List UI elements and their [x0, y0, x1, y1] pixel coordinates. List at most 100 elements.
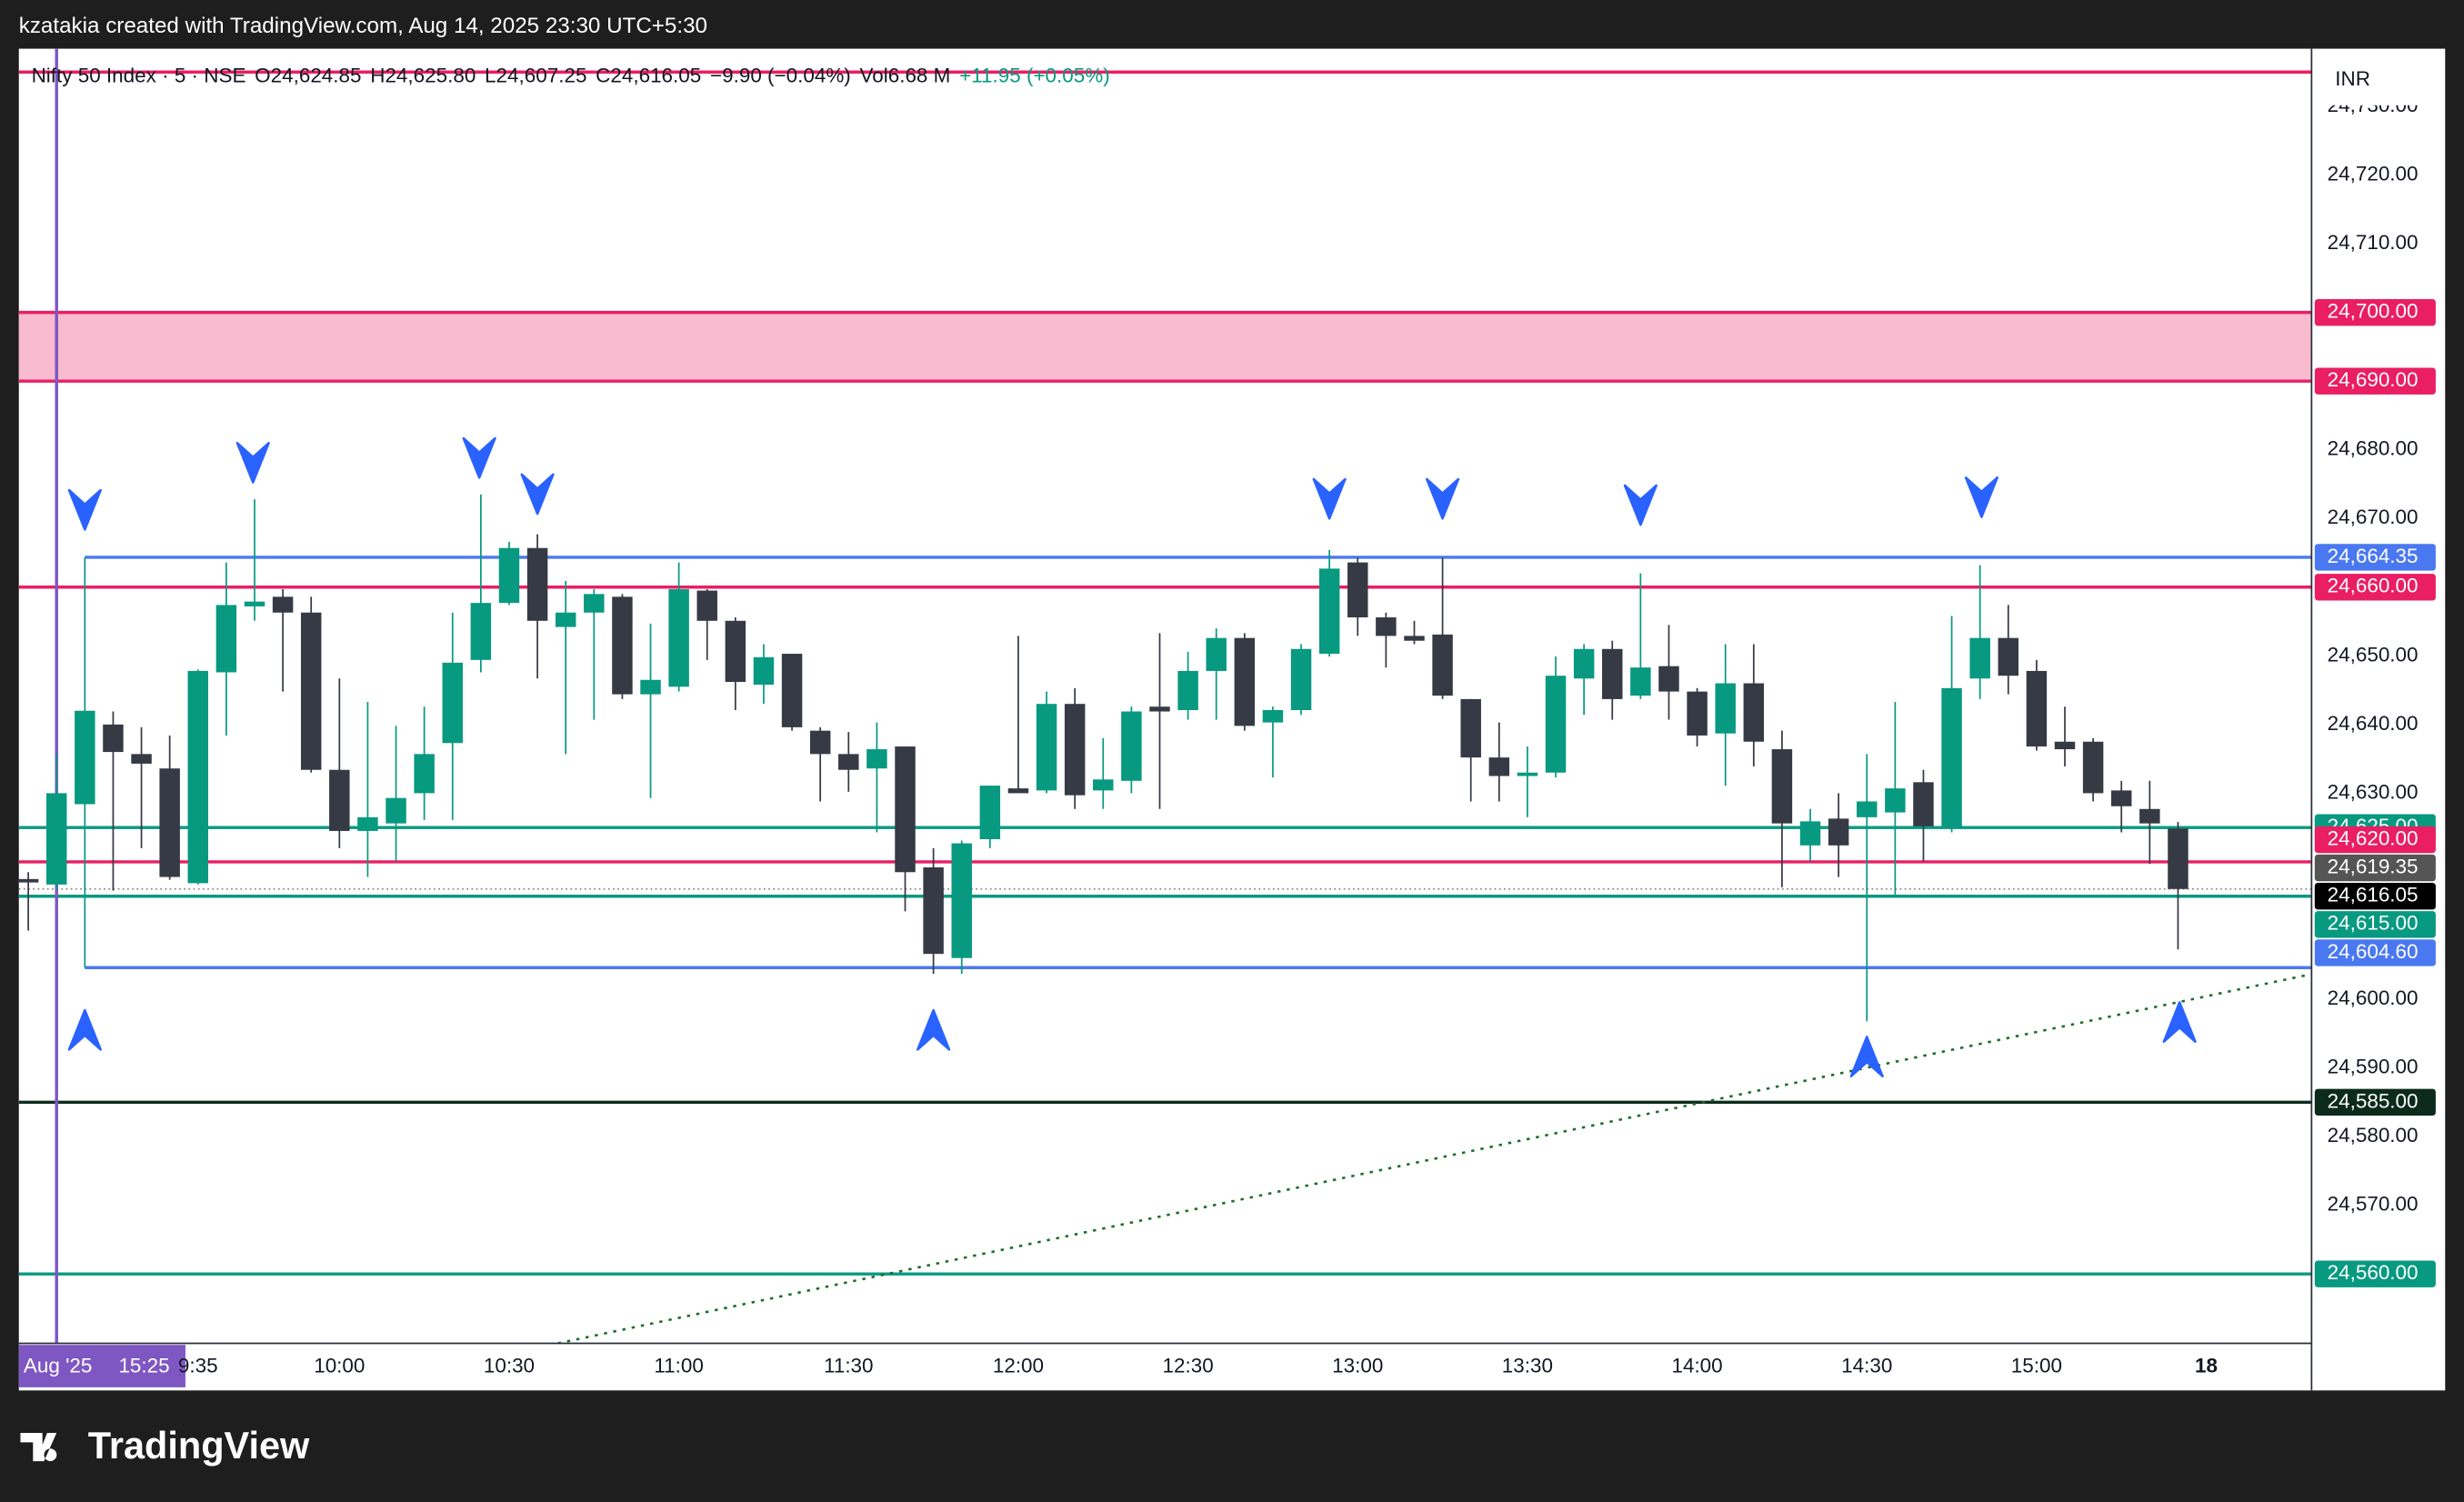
candle-body — [1715, 683, 1736, 734]
price-tag-label: 24,664.35 — [2328, 545, 2419, 567]
candle-body — [2110, 790, 2132, 806]
price-tag — [2314, 1088, 2436, 1116]
candle-body — [1799, 821, 1821, 846]
candle-body — [1262, 710, 1284, 723]
overlay: INR — [2314, 55, 2442, 105]
arrow-down — [67, 488, 102, 531]
x-tick-label: 15:25 — [118, 1354, 169, 1377]
logo: TradingView — [20, 1424, 310, 1467]
price-tag-label: 24,615.00 — [2328, 912, 2419, 935]
y-tick-label: 24,650.00 — [2328, 643, 2419, 666]
arrow-down — [462, 436, 496, 479]
high-label: H — [370, 65, 385, 87]
x-tick-label: 14:00 — [1671, 1354, 1722, 1377]
candle-body — [1941, 687, 1962, 828]
arrow-down — [1426, 477, 1460, 520]
open-label: O — [255, 65, 270, 87]
candle-body — [1404, 636, 1425, 641]
candle-body — [753, 656, 775, 686]
candle-body — [1857, 801, 1878, 817]
candle-body — [1149, 706, 1170, 712]
high: 24,625.80 — [385, 65, 476, 87]
chart-area — [18, 48, 2446, 1391]
arrow-up — [916, 1008, 951, 1051]
close: 24,616.05 — [610, 65, 701, 87]
y-tick-label: 24,640.00 — [2328, 712, 2419, 735]
legend: Nifty 50 Index · 5 · NSE O24,624.85 H24,… — [32, 65, 1110, 87]
candle-body — [1234, 637, 1256, 726]
price-tag — [2314, 367, 2436, 395]
candle-body — [809, 730, 831, 755]
symbol: Nifty 50 Index · 5 · NSE — [32, 65, 246, 87]
x-tick-label: 15:00 — [2011, 1354, 2062, 1377]
candle-body — [1658, 666, 1679, 692]
candle-body — [1036, 704, 1057, 791]
candle-body — [498, 547, 520, 604]
x-tick-label: 13:00 — [1332, 1354, 1383, 1377]
open: 24,624.85 — [271, 65, 362, 87]
price-tag-label: 24,616.05 — [2328, 884, 2419, 906]
candle-body — [1602, 648, 1623, 699]
y-tick-label: 24,720.00 — [2328, 162, 2419, 185]
arrow-up — [1849, 1036, 1884, 1077]
price-tag — [2314, 1260, 2436, 1287]
candle-body — [1007, 788, 1029, 794]
candle-body — [1064, 704, 1086, 796]
candle-body — [1913, 782, 1934, 826]
y-tick-label: 24,580.00 — [2328, 1124, 2419, 1147]
arrow-down — [1312, 477, 1347, 520]
candle-body — [1687, 691, 1708, 736]
y-tick-label: 24,570.00 — [2328, 1193, 2419, 1216]
candle-body — [725, 620, 746, 683]
arrow-down — [1623, 484, 1658, 526]
candle-body — [1206, 637, 1227, 671]
candle-body — [2139, 808, 2160, 824]
candle-body — [75, 710, 95, 805]
arrow-down — [1964, 476, 1998, 518]
logo-mark — [20, 1432, 57, 1462]
x-tick-label: 18 — [2195, 1354, 2218, 1377]
candle-body — [612, 596, 633, 695]
price-tag — [2314, 883, 2436, 910]
y-tick-label: 24,680.00 — [2328, 437, 2419, 460]
price-tag-label: 24,690.00 — [2328, 368, 2419, 391]
arrow-up — [2162, 1001, 2197, 1043]
low: 24,607.25 — [496, 65, 587, 87]
candle-body — [1771, 749, 1793, 824]
candle-body — [386, 797, 406, 824]
x-tick-label: 13:30 — [1502, 1354, 1553, 1377]
candle-body — [979, 786, 1001, 840]
candle-body — [923, 866, 944, 955]
candle-body — [131, 754, 152, 764]
price-tag — [2314, 911, 2436, 938]
candle-body — [159, 768, 180, 877]
candle-body — [1432, 634, 1453, 696]
x-tick-label: 12:30 — [1163, 1354, 1214, 1377]
candle-body — [1318, 568, 1340, 655]
candle-body — [668, 589, 689, 687]
price-tag — [2314, 854, 2436, 882]
candle-body — [1998, 637, 2019, 676]
candle-body — [1093, 779, 1114, 791]
volume-change: +11.95 (+0.05%) — [959, 65, 1110, 87]
arrow-up — [67, 1008, 102, 1051]
candle-body — [470, 603, 492, 660]
candle-body — [640, 679, 661, 695]
candle-body — [187, 670, 209, 884]
candle-body — [1376, 617, 1397, 636]
candle-body — [244, 601, 265, 606]
volume-label: Vol — [860, 65, 888, 87]
price-tag-label: 24,560.00 — [2328, 1261, 2419, 1284]
price-tag — [2314, 298, 2436, 326]
candle-body — [329, 769, 350, 831]
x-tick-label: 9:35 — [178, 1354, 218, 1377]
currency[interactable]: INR — [2335, 67, 2370, 90]
price-tag — [2314, 939, 2436, 966]
price-tag-label: 24,660.00 — [2328, 575, 2419, 597]
arrow-down — [520, 473, 555, 516]
y-tick-label: 24,670.00 — [2328, 506, 2419, 528]
header-text: kzatakia created with TradingView.com, A… — [19, 14, 707, 38]
price-tag — [2314, 826, 2436, 854]
candle-body — [1460, 698, 1481, 758]
